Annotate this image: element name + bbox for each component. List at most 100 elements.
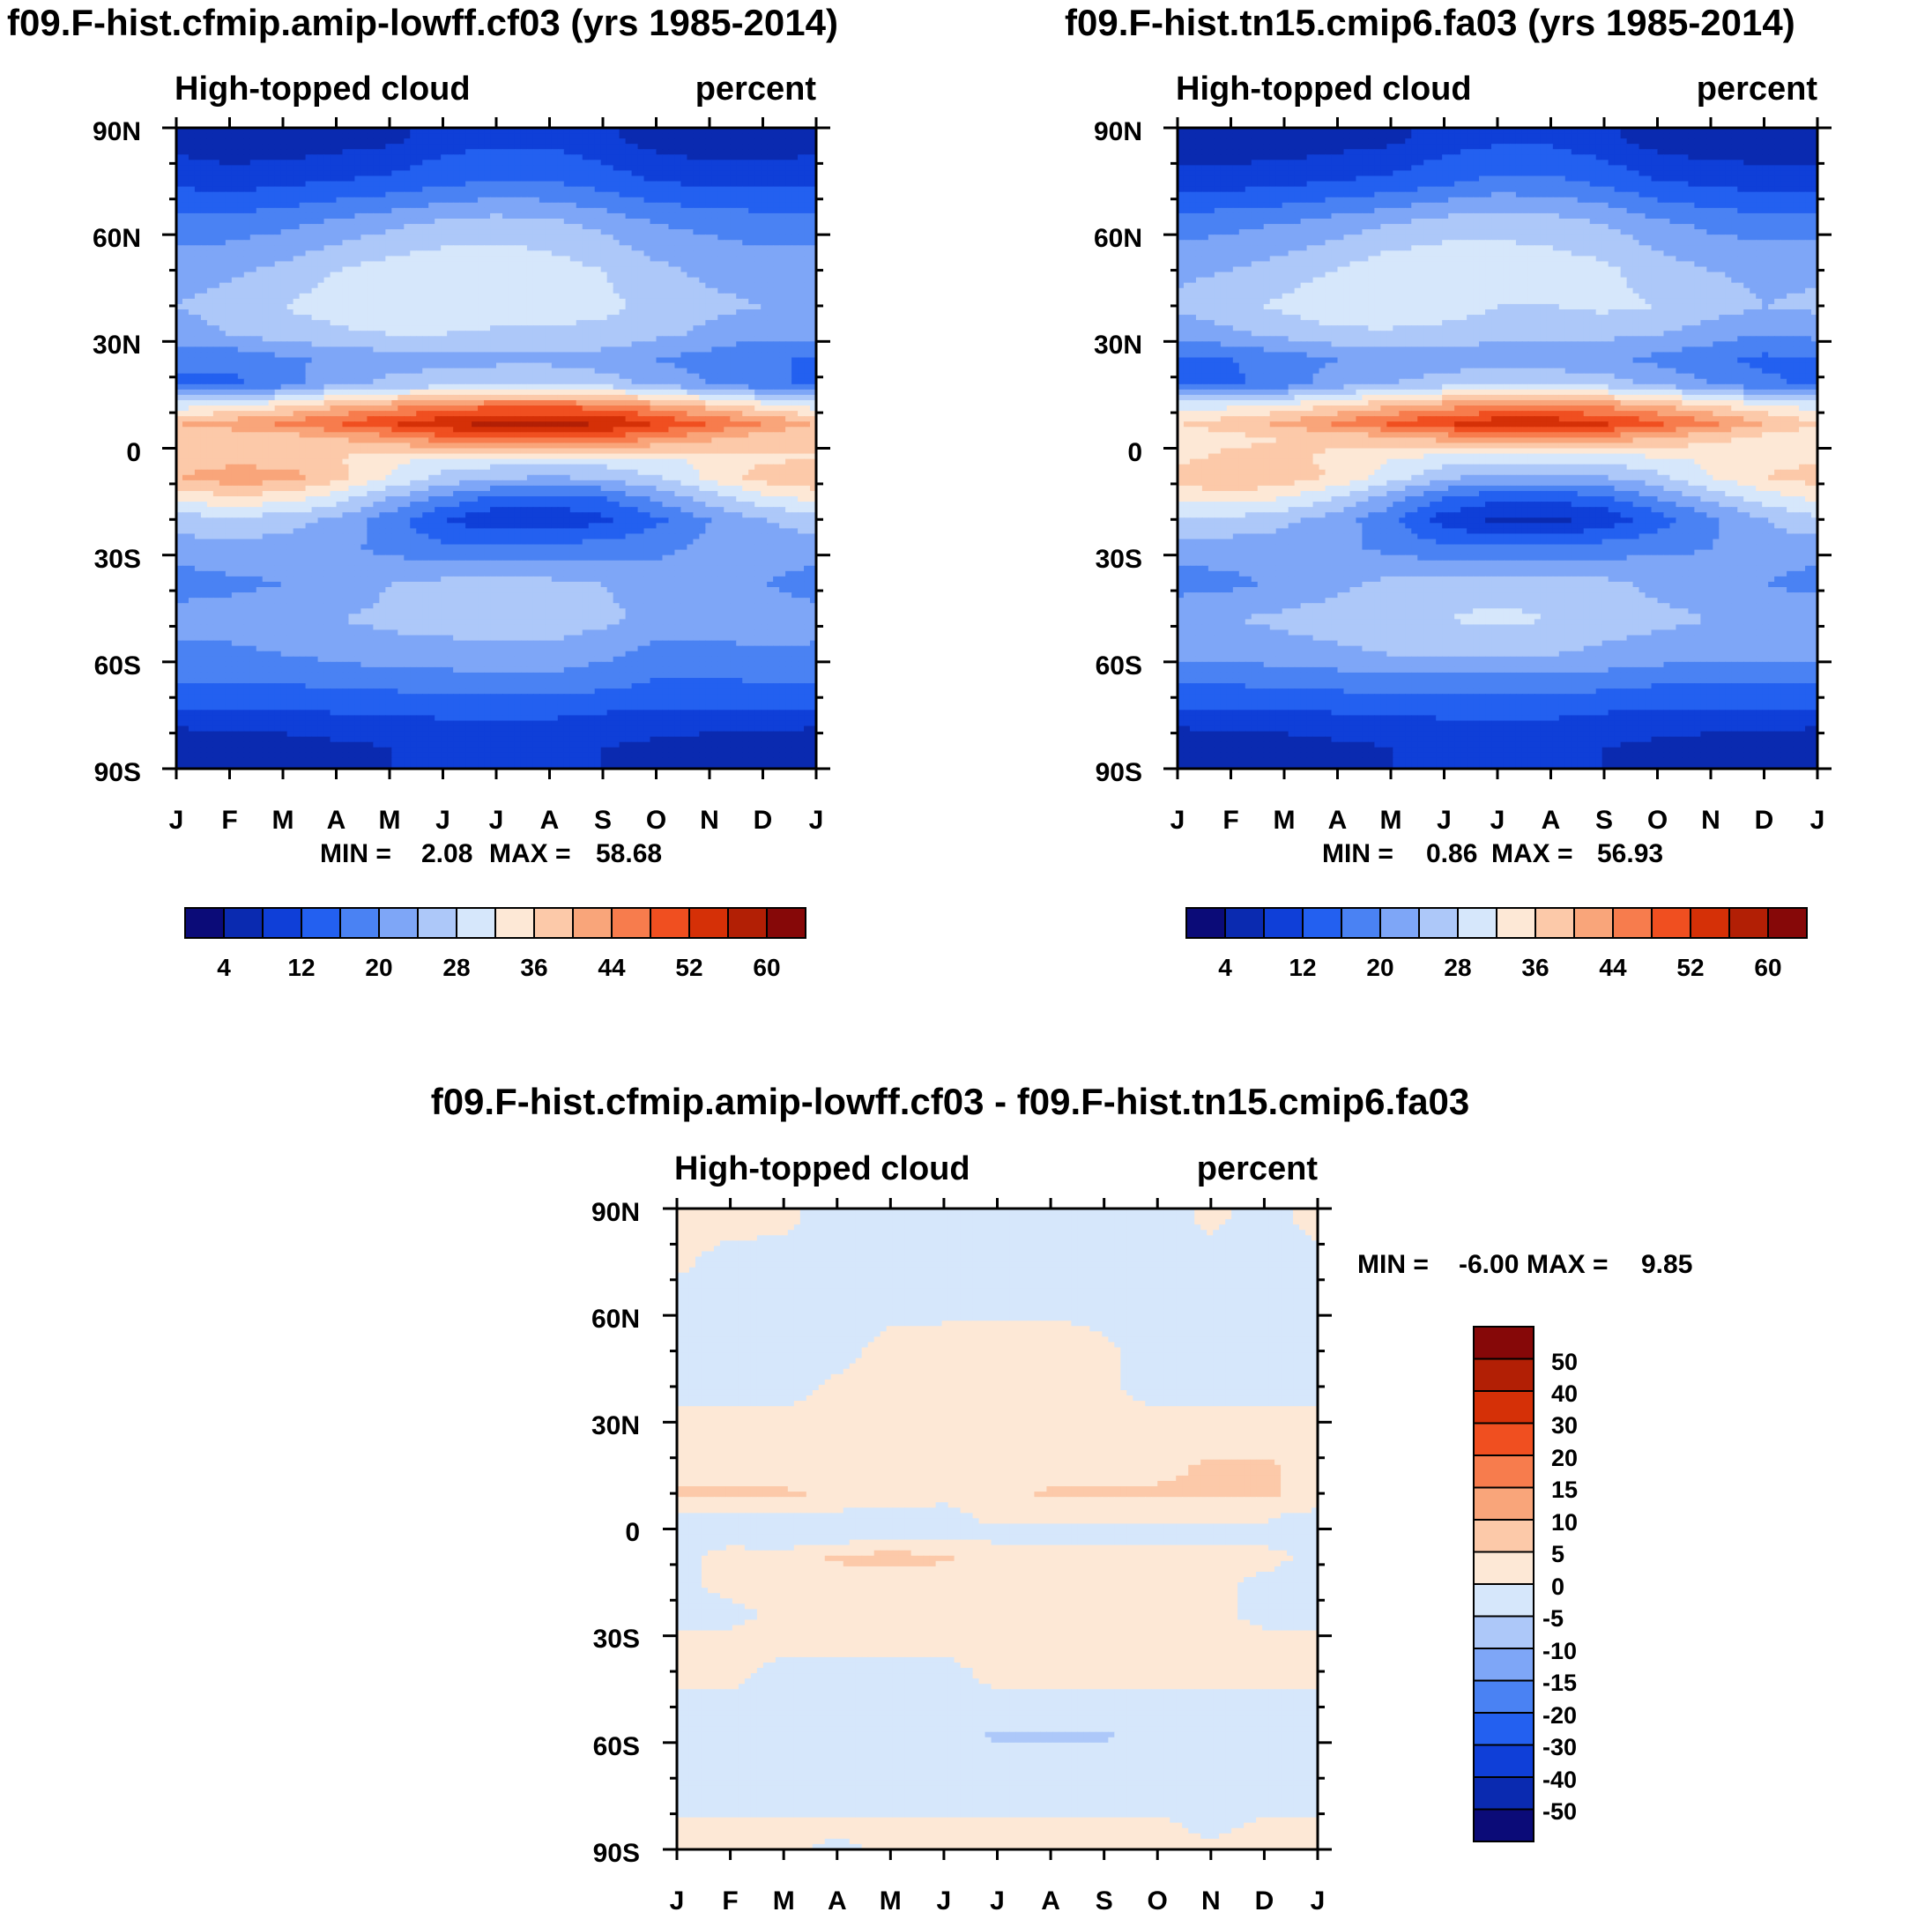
contour-cell bbox=[398, 149, 405, 155]
contour-cell bbox=[435, 160, 442, 166]
contour-cell bbox=[213, 138, 220, 145]
contour-cell bbox=[657, 187, 664, 193]
contour-cell bbox=[391, 176, 398, 182]
contour-cell bbox=[589, 182, 596, 188]
contour-cell bbox=[324, 133, 331, 139]
contour-cell bbox=[583, 170, 590, 176]
contour-cell bbox=[724, 170, 731, 176]
contour-cell bbox=[521, 192, 528, 198]
contour-cell bbox=[484, 133, 491, 139]
contour-cell bbox=[269, 208, 276, 214]
contour-cell bbox=[453, 203, 460, 209]
contour-cell bbox=[447, 165, 454, 171]
contour-cell bbox=[748, 187, 755, 193]
contour-cell bbox=[705, 182, 712, 188]
contour-cell bbox=[657, 149, 664, 155]
contour-cell bbox=[576, 133, 583, 139]
contour-cell bbox=[558, 165, 565, 171]
contour-cell bbox=[281, 176, 288, 182]
contour-cell bbox=[748, 165, 755, 171]
contour-cell bbox=[717, 149, 724, 155]
contour-cell bbox=[601, 182, 608, 188]
contour-cell bbox=[490, 133, 497, 139]
contour-cell bbox=[453, 170, 460, 176]
contour-cell bbox=[189, 213, 196, 219]
contour-cell bbox=[674, 138, 681, 145]
contour-cell bbox=[662, 170, 669, 176]
contour-cell bbox=[650, 144, 658, 150]
contour-cell bbox=[435, 213, 442, 219]
contour-cell bbox=[761, 197, 768, 204]
contour-cell bbox=[509, 176, 516, 182]
contour-cell bbox=[539, 208, 546, 214]
contour-cell bbox=[583, 197, 590, 204]
contour-cell bbox=[754, 138, 762, 145]
contour-cell bbox=[360, 176, 368, 182]
contour-cell bbox=[668, 208, 675, 214]
contour-cell bbox=[201, 165, 208, 171]
contour-cell bbox=[546, 208, 553, 214]
contour-cell bbox=[490, 165, 497, 171]
contour-cell bbox=[644, 160, 651, 166]
contour-cell bbox=[256, 138, 264, 145]
contour-cell bbox=[312, 144, 319, 150]
contour-cell bbox=[281, 149, 288, 155]
contour-cell bbox=[644, 187, 651, 193]
contour-cell bbox=[195, 138, 202, 145]
contour-cell bbox=[441, 213, 448, 219]
contour-cell bbox=[478, 187, 485, 193]
contour-cell bbox=[748, 144, 755, 150]
contour-cell bbox=[306, 197, 313, 204]
contour-cell bbox=[717, 160, 724, 166]
contour-cell bbox=[613, 197, 620, 204]
contour-cell bbox=[650, 165, 658, 171]
contour-cell bbox=[478, 208, 485, 214]
contour-cell bbox=[189, 176, 196, 182]
contour-cell bbox=[699, 187, 706, 193]
contour-cell bbox=[662, 154, 669, 160]
contour-cell bbox=[576, 165, 583, 171]
contour-cell bbox=[287, 144, 294, 150]
contour-cell bbox=[354, 203, 361, 209]
contour-cell bbox=[546, 138, 553, 145]
contour-cell bbox=[668, 154, 675, 160]
contour-cell bbox=[428, 182, 435, 188]
contour-cell bbox=[570, 182, 577, 188]
contour-cell bbox=[761, 176, 768, 182]
contour-cell bbox=[312, 133, 319, 139]
contour-cell bbox=[533, 160, 540, 166]
contour-cell bbox=[391, 203, 398, 209]
contour-cell bbox=[281, 182, 288, 188]
contour-cell bbox=[189, 154, 196, 160]
contour-cell bbox=[674, 149, 681, 155]
contour-cell bbox=[404, 133, 411, 139]
contour-cell bbox=[354, 149, 361, 155]
contour-cell bbox=[791, 197, 799, 204]
contour-cell bbox=[515, 170, 522, 176]
contour-cell bbox=[699, 203, 706, 209]
contour-cell bbox=[331, 160, 338, 166]
contour-cell bbox=[717, 182, 724, 188]
contour-cell bbox=[502, 144, 509, 150]
contour-cell bbox=[348, 176, 355, 182]
contour-cell bbox=[404, 154, 411, 160]
contour-cell bbox=[465, 144, 472, 150]
contour-cell bbox=[742, 176, 749, 182]
contour-cell bbox=[595, 170, 602, 176]
contour-cell bbox=[472, 154, 479, 160]
contour-cell bbox=[509, 138, 516, 145]
contour-cell bbox=[367, 192, 374, 198]
contour-cell bbox=[607, 182, 614, 188]
contour-cell bbox=[632, 170, 639, 176]
contour-cell bbox=[736, 133, 743, 139]
contour-cell bbox=[595, 165, 602, 171]
contour-cell bbox=[422, 187, 429, 193]
contour-cell bbox=[539, 149, 546, 155]
contour-cell bbox=[256, 165, 264, 171]
variable-label: High-topped cloud bbox=[175, 71, 471, 108]
contour-cell bbox=[226, 133, 233, 139]
contour-cell bbox=[459, 160, 466, 166]
contour-cell bbox=[238, 176, 245, 182]
contour-cell bbox=[761, 182, 768, 188]
contour-cell bbox=[318, 176, 325, 182]
